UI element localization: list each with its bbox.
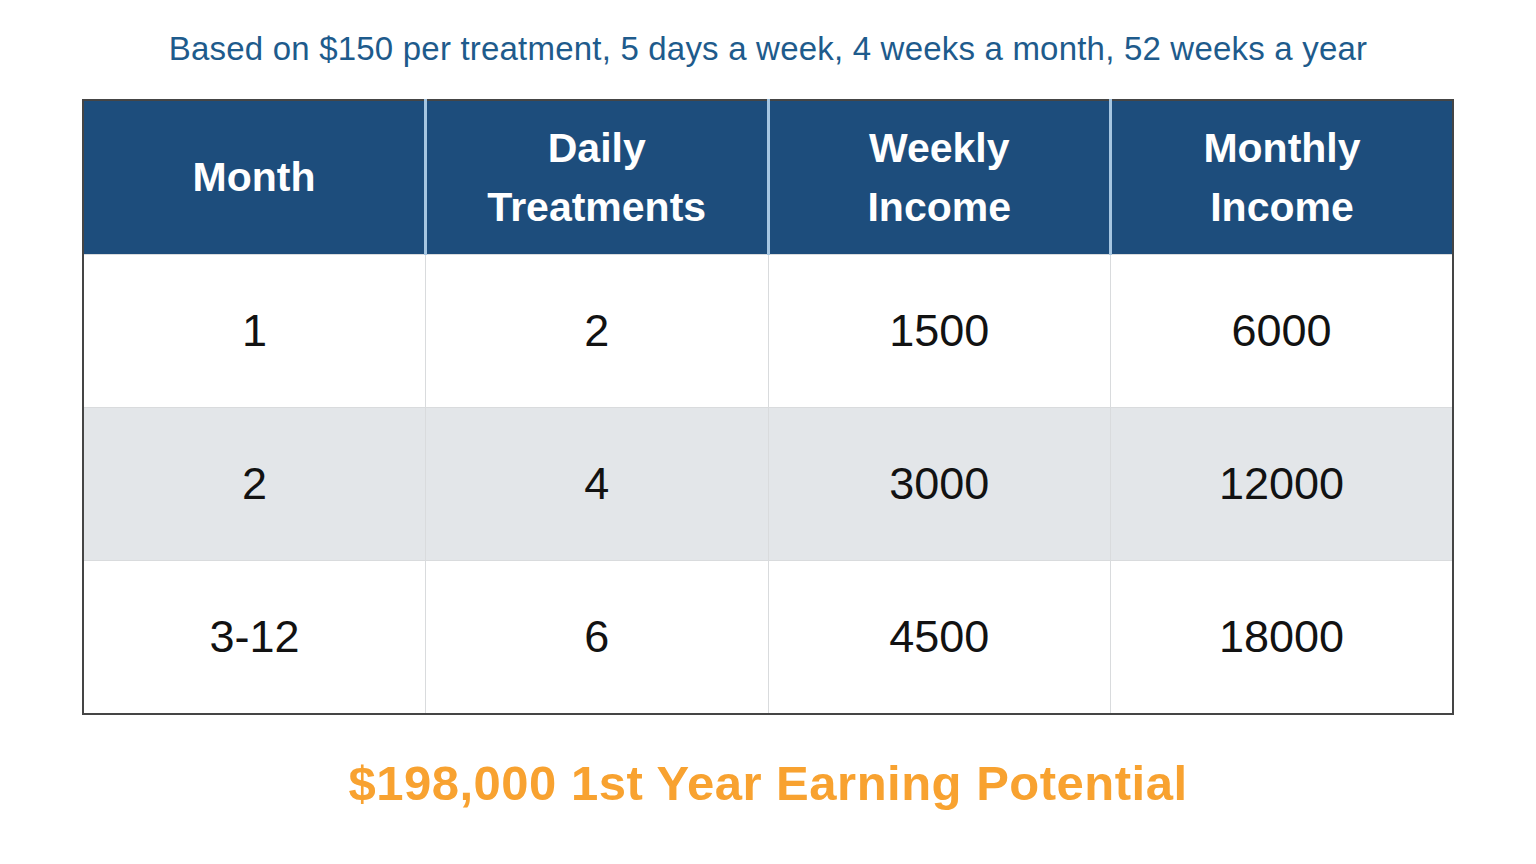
column-header-month: Month <box>83 100 426 255</box>
earning-potential-headline: $198,000 1st Year Earning Potential <box>0 755 1536 811</box>
cell-month: 1 <box>83 255 426 408</box>
table-header-row: Month Daily Treatments Weekly Income Mon… <box>83 100 1453 255</box>
column-header-monthly-income-label: Monthly Income <box>1151 119 1413 235</box>
cell-monthly-income: 6000 <box>1111 255 1454 408</box>
cell-month: 2 <box>83 408 426 561</box>
column-header-weekly-income: Weekly Income <box>768 100 1111 255</box>
table-row: 2 4 3000 12000 <box>83 408 1453 561</box>
table-row: 3-12 6 4500 18000 <box>83 561 1453 715</box>
column-header-monthly-income: Monthly Income <box>1111 100 1454 255</box>
cell-monthly-income: 18000 <box>1111 561 1454 715</box>
cell-weekly-income: 4500 <box>768 561 1111 715</box>
assumptions-caption: Based on $150 per treatment, 5 days a we… <box>48 30 1488 68</box>
table-row: 1 2 1500 6000 <box>83 255 1453 408</box>
cell-daily-treatments: 4 <box>426 408 769 561</box>
cell-weekly-income: 3000 <box>768 408 1111 561</box>
cell-monthly-income: 12000 <box>1111 408 1454 561</box>
income-projection-table: Month Daily Treatments Weekly Income Mon… <box>82 99 1454 715</box>
column-header-month-label: Month <box>193 148 316 206</box>
column-header-daily-treatments: Daily Treatments <box>426 100 769 255</box>
column-header-daily-treatments-label: Daily Treatments <box>466 119 728 235</box>
cell-daily-treatments: 6 <box>426 561 769 715</box>
column-header-weekly-income-label: Weekly Income <box>808 119 1070 235</box>
cell-weekly-income: 1500 <box>768 255 1111 408</box>
cell-month: 3-12 <box>83 561 426 715</box>
cell-daily-treatments: 2 <box>426 255 769 408</box>
